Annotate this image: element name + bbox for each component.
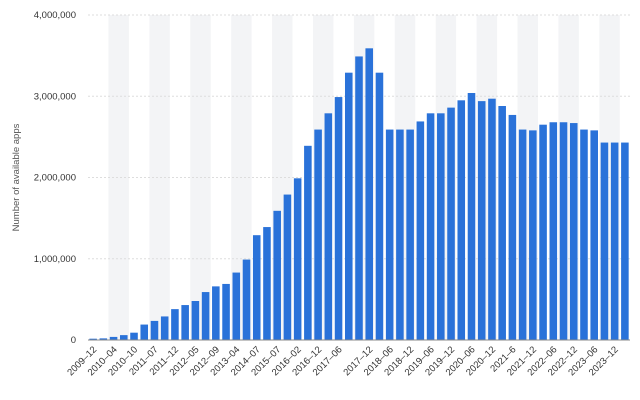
bar[interactable] (529, 130, 537, 340)
bar[interactable] (559, 122, 568, 340)
bar[interactable] (120, 335, 128, 340)
bar[interactable] (232, 272, 241, 340)
bar[interactable] (191, 301, 200, 340)
bar[interactable] (171, 309, 179, 340)
bar[interactable] (385, 129, 394, 340)
bar[interactable] (130, 332, 138, 340)
x-axis-ticks: 2009–122010–042010–102011–072011–122012–… (65, 344, 620, 378)
bar[interactable] (252, 235, 261, 340)
bar[interactable] (314, 129, 322, 340)
bar[interactable] (580, 129, 588, 340)
bar[interactable] (150, 320, 159, 340)
bar[interactable] (365, 48, 374, 340)
bar[interactable] (242, 259, 251, 340)
bar[interactable] (406, 129, 414, 340)
bar[interactable] (600, 142, 609, 340)
bar[interactable] (498, 106, 506, 340)
y-tick-label: 4,000,000 (34, 10, 76, 21)
bar[interactable] (610, 142, 619, 340)
bar[interactable] (283, 194, 292, 340)
bar[interactable] (222, 283, 230, 340)
y-tick-label: 2,000,000 (34, 173, 76, 184)
bar[interactable] (447, 107, 455, 340)
bar[interactable] (99, 338, 108, 340)
bar[interactable] (344, 72, 353, 340)
y-axis-ticks: 0 1,000,000 2,000,000 3,000,000 4,000,000 (34, 10, 76, 346)
bar[interactable] (539, 124, 547, 340)
y-tick-label: 0 (71, 335, 76, 346)
bar[interactable] (324, 113, 333, 340)
bar[interactable] (273, 210, 281, 340)
bar[interactable] (590, 130, 598, 340)
bar[interactable] (549, 122, 558, 340)
bar[interactable] (437, 113, 445, 340)
bar[interactable] (488, 98, 496, 340)
bar[interactable] (457, 100, 466, 340)
bar[interactable] (263, 227, 271, 340)
bar[interactable] (508, 114, 517, 340)
bar[interactable] (201, 292, 210, 340)
bar[interactable] (569, 123, 578, 340)
bar[interactable] (426, 113, 435, 340)
bar[interactable] (355, 56, 363, 340)
bar[interactable] (293, 178, 302, 340)
bar[interactable] (396, 129, 404, 340)
bar[interactable] (518, 129, 527, 340)
bars (89, 48, 629, 340)
bar[interactable] (477, 101, 486, 340)
bar[interactable] (375, 72, 384, 340)
bar[interactable] (140, 324, 149, 340)
bar[interactable] (160, 316, 169, 340)
y-axis-title: Number of available apps (11, 123, 22, 231)
bar[interactable] (181, 305, 189, 340)
bar[interactable] (212, 286, 220, 340)
bar[interactable] (109, 336, 118, 340)
y-tick-label: 1,000,000 (34, 254, 76, 265)
bar[interactable] (621, 142, 629, 340)
bar[interactable] (89, 338, 97, 340)
y-tick-label: 3,000,000 (34, 91, 76, 102)
bar[interactable] (467, 93, 476, 340)
bar[interactable] (334, 97, 343, 340)
bar[interactable] (304, 145, 312, 340)
bar[interactable] (416, 121, 425, 340)
